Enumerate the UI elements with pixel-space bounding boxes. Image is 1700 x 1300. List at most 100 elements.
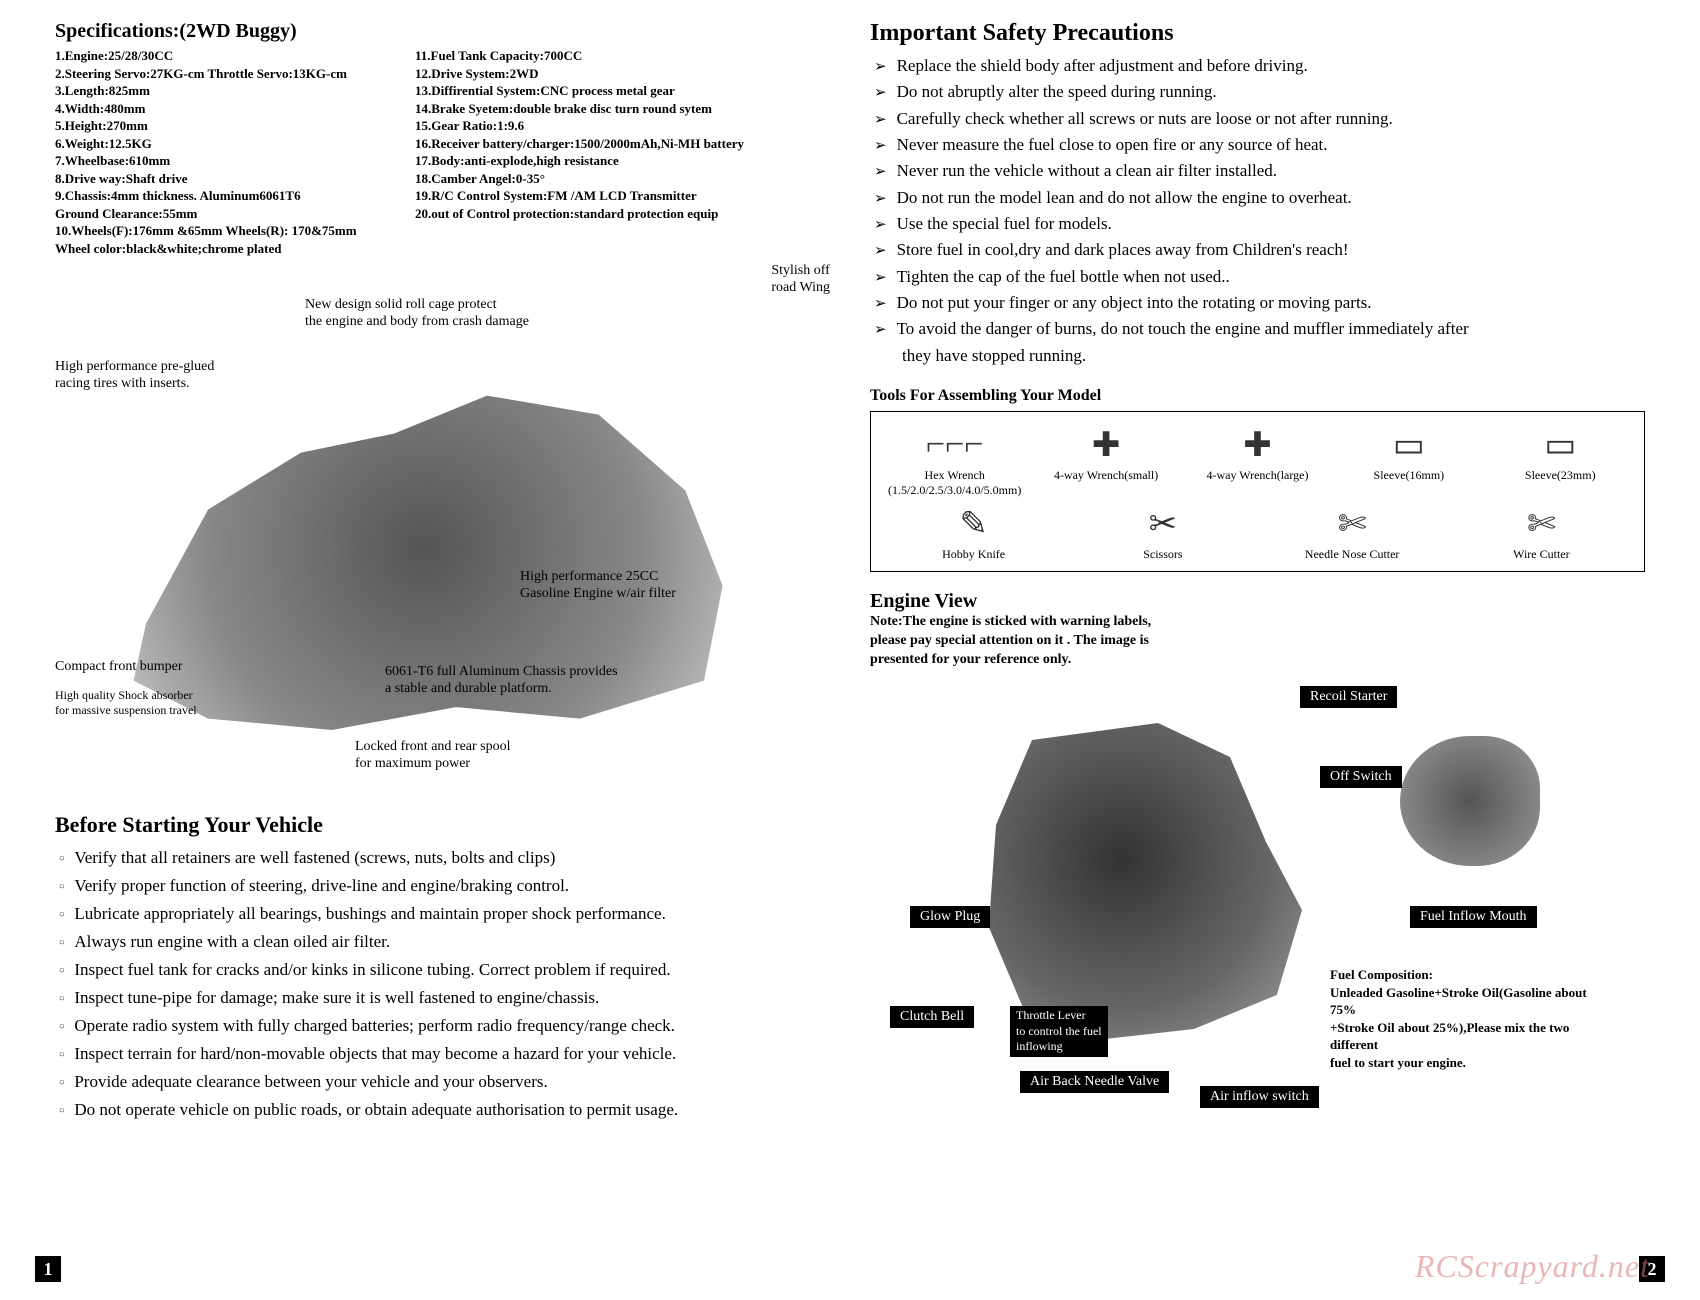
tool-label: Hobby Knife: [899, 547, 1049, 561]
spec-line: Wheel color:black&white;chrome plated: [55, 240, 415, 258]
fuel-composition: Fuel Composition:Unleaded Gasoline+Strok…: [1330, 966, 1610, 1071]
tool-icon: ▭: [1485, 422, 1635, 468]
page-2: Important Safety Precautions Replace the…: [850, 20, 1665, 1250]
label-fuelmouth: Fuel Inflow Mouth: [1410, 906, 1537, 928]
safety-item: Do not put your finger or any object int…: [874, 290, 1645, 316]
before-item: Inspect terrain for hard/non-movable obj…: [59, 1040, 830, 1068]
spec-line: 12.Drive System:2WD: [415, 65, 830, 83]
tool-label: Wire Cutter: [1466, 547, 1616, 561]
tool-item: ✚4-way Wrench(large): [1182, 422, 1332, 497]
specs-title: Specifications:(2WD Buggy): [55, 20, 830, 43]
callout-bumper: Compact front bumper: [55, 658, 183, 676]
safety-item: they have stopped running.: [874, 343, 1645, 369]
label-glow: Glow Plug: [910, 906, 990, 928]
spec-line: 7.Wheelbase:610mm: [55, 152, 415, 170]
safety-item: Never run the vehicle without a clean ai…: [874, 158, 1645, 184]
engine-title: Engine View: [870, 590, 1645, 613]
callout-spool: Locked front and rear spoolfor maximum p…: [355, 738, 511, 773]
engine-image-2: [1400, 736, 1540, 866]
specs-col-b: 11.Fuel Tank Capacity:700CC12.Drive Syst…: [415, 47, 830, 258]
safety-item: Do not run the model lean and do not all…: [874, 185, 1645, 211]
label-off: Off Switch: [1320, 766, 1402, 788]
safety-title: Important Safety Precautions: [870, 20, 1645, 47]
before-item: Do not operate vehicle on public roads, …: [59, 1096, 830, 1124]
tool-icon: ✎: [899, 501, 1049, 547]
label-clutch: Clutch Bell: [890, 1006, 974, 1028]
vehicle-diagram: Stylish offroad Wing New design solid ro…: [55, 268, 830, 798]
spec-line: 5.Height:270mm: [55, 117, 415, 135]
label-throttle: Throttle Leverto control the fuelinflowi…: [1010, 1006, 1108, 1057]
before-item: Operate radio system with fully charged …: [59, 1012, 830, 1040]
watermark: RCScrapyard.net: [1415, 1248, 1650, 1285]
safety-item: Do not abruptly alter the speed during r…: [874, 79, 1645, 105]
spec-line: 1.Engine:25/28/30CC: [55, 47, 415, 65]
safety-item: Carefully check whether all screws or nu…: [874, 106, 1645, 132]
tool-icon: ✚: [1182, 422, 1332, 468]
spec-line: 10.Wheels(F):176mm &65mm Wheels(R): 170&…: [55, 222, 415, 240]
tool-label: 4-way Wrench(small): [1031, 468, 1181, 482]
callout-chassis: 6061-T6 full Aluminum Chassis providesa …: [385, 663, 618, 698]
safety-item: To avoid the danger of burns, do not tou…: [874, 316, 1645, 342]
before-item: Lubricate appropriately all bearings, bu…: [59, 900, 830, 928]
callout-tires: High performance pre-gluedracing tires w…: [55, 358, 214, 393]
before-item: Verify proper function of steering, driv…: [59, 872, 830, 900]
spec-line: 16.Receiver battery/charger:1500/2000mAh…: [415, 135, 830, 153]
tool-icon: ✄: [1466, 501, 1616, 547]
callout-shock: High quality Shock absorberfor massive s…: [55, 688, 197, 718]
tools-row-1: ⌐⌐⌐Hex Wrench(1.5/2.0/2.5/3.0/4.0/5.0mm)…: [879, 422, 1636, 497]
tools-row-2: ✎Hobby Knife✂Scissors✄Needle Nose Cutter…: [879, 501, 1636, 561]
safety-item: Replace the shield body after adjustment…: [874, 53, 1645, 79]
spec-line: 4.Width:480mm: [55, 100, 415, 118]
tool-item: ✄Needle Nose Cutter: [1277, 501, 1427, 561]
spec-line: 13.Diffirential System:CNC process metal…: [415, 82, 830, 100]
spec-line: 15.Gear Ratio:1:9.6: [415, 117, 830, 135]
before-item: Inspect tune-pipe for damage; make sure …: [59, 984, 830, 1012]
spec-line: 14.Brake Syetem:double brake disc turn r…: [415, 100, 830, 118]
before-item: Provide adequate clearance between your …: [59, 1068, 830, 1096]
page-1: Specifications:(2WD Buggy) 1.Engine:25/2…: [35, 20, 850, 1250]
tool-item: ⌐⌐⌐Hex Wrench(1.5/2.0/2.5/3.0/4.0/5.0mm): [880, 422, 1030, 497]
specs-col-a: 1.Engine:25/28/30CC2.Steering Servo:27KG…: [55, 47, 415, 258]
spec-line: 18.Camber Angel:0-35°: [415, 170, 830, 188]
spec-line: Ground Clearance:55mm: [55, 205, 415, 223]
safety-item: Tighten the cap of the fuel bottle when …: [874, 264, 1645, 290]
tool-icon: ✚: [1031, 422, 1181, 468]
tool-label: 4-way Wrench(large): [1182, 468, 1332, 482]
callout-rollcage: New design solid roll cage protectthe en…: [305, 296, 529, 331]
engine-diagram: Recoil Starter Off Switch Glow Plug Clut…: [870, 676, 1645, 1106]
spec-line: 11.Fuel Tank Capacity:700CC: [415, 47, 830, 65]
engine-note: Note:The engine is sticked with warning …: [870, 613, 1645, 670]
before-item: Inspect fuel tank for cracks and/or kink…: [59, 956, 830, 984]
spec-line: 19.R/C Control System:FM /AM LCD Transmi…: [415, 187, 830, 205]
tool-icon: ⌐⌐⌐: [880, 422, 1030, 468]
page-number-left: 1: [35, 1256, 61, 1282]
tool-icon: ✄: [1277, 501, 1427, 547]
tools-title: Tools For Assembling Your Model: [870, 387, 1645, 405]
tool-item: ▭Sleeve(16mm): [1334, 422, 1484, 497]
callout-wing: Stylish offroad Wing: [771, 262, 830, 297]
tool-icon: ▭: [1334, 422, 1484, 468]
before-list: Verify that all retainers are well faste…: [55, 844, 830, 1124]
spec-line: 3.Length:825mm: [55, 82, 415, 100]
engine-image: [960, 706, 1320, 1046]
tool-item: ✄Wire Cutter: [1466, 501, 1616, 561]
safety-item: Use the special fuel for models.: [874, 211, 1645, 237]
tool-item: ▭Sleeve(23mm): [1485, 422, 1635, 497]
safety-item: Store fuel in cool,dry and dark places a…: [874, 237, 1645, 263]
spec-line: 20.out of Control protection:standard pr…: [415, 205, 830, 223]
tool-label: Scissors: [1088, 547, 1238, 561]
spec-line: 17.Body:anti-explode,high resistance: [415, 152, 830, 170]
spec-line: 9.Chassis:4mm thickness. Aluminum6061T6: [55, 187, 415, 205]
before-item: Always run engine with a clean oiled air…: [59, 928, 830, 956]
tool-icon: ✂: [1088, 501, 1238, 547]
spec-line: 2.Steering Servo:27KG-cm Throttle Servo:…: [55, 65, 415, 83]
label-airinflow: Air inflow switch: [1200, 1086, 1319, 1108]
tool-label: Sleeve(23mm): [1485, 468, 1635, 482]
tool-item: ✚4-way Wrench(small): [1031, 422, 1181, 497]
safety-item: Never measure the fuel close to open fir…: [874, 132, 1645, 158]
safety-list: Replace the shield body after adjustment…: [870, 53, 1645, 369]
tool-label: Needle Nose Cutter: [1277, 547, 1427, 561]
before-item: Verify that all retainers are well faste…: [59, 844, 830, 872]
spec-line: 6.Weight:12.5KG: [55, 135, 415, 153]
label-recoil: Recoil Starter: [1300, 686, 1397, 708]
